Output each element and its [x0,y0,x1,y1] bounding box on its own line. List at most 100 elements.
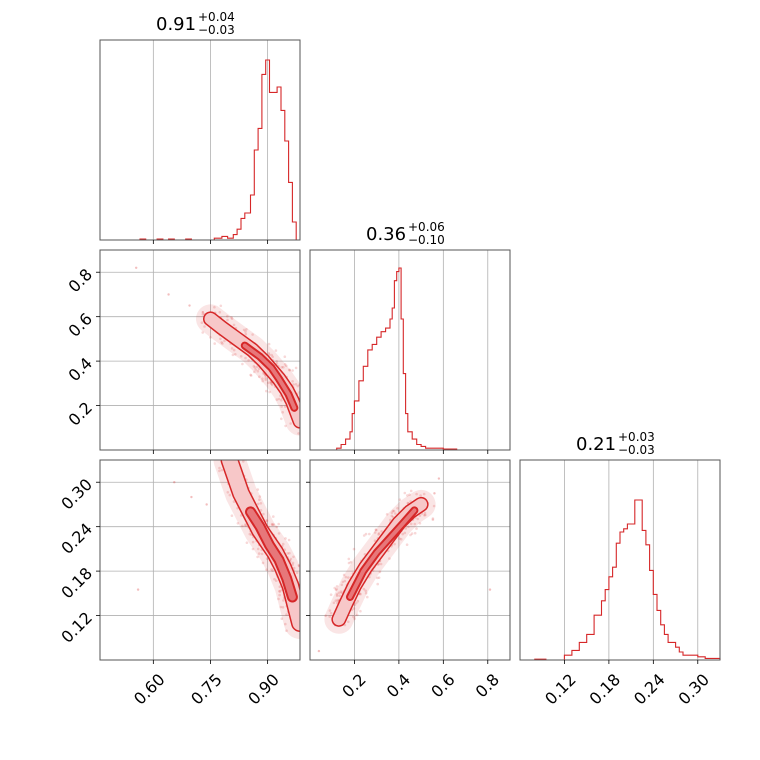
sample-point [213,305,216,309]
sample-point [297,564,300,568]
sample-point [256,555,259,559]
sample-point [302,622,305,625]
sample-point [230,347,234,350]
sample-point [349,560,353,564]
sample-point [270,353,274,357]
sample-point [272,515,275,518]
sample-point [301,597,304,600]
sample-point [280,617,284,620]
contour-core [348,508,417,599]
sample-point [219,337,222,341]
sample-point [265,557,269,560]
sample-point [380,530,383,533]
sample-point [311,609,314,612]
sample-point [409,489,413,493]
sample-point [218,466,221,470]
param-title-minus-1: −0.10 [408,233,445,247]
sample-point [277,397,281,401]
sample-point [302,392,305,395]
sample-point [413,531,417,535]
sample-point [265,519,269,522]
y-tick-label: 0.8 [65,265,96,296]
sample-point [265,389,268,393]
sample-point [274,349,278,352]
sample-point [284,622,287,626]
sample-point [244,330,247,333]
sample-point [285,613,288,616]
sample-point [230,514,234,517]
sample-point [305,427,308,430]
sample-point [392,509,396,513]
sample-point [388,557,391,560]
sample-point [219,304,223,308]
sample-point [385,513,389,516]
sample-point [239,514,243,517]
outlier-point [205,503,208,506]
sample-point [377,576,381,579]
sample-point [302,626,305,629]
sample-point [324,614,327,617]
sample-point [390,511,394,515]
sample-point [226,491,230,494]
sample-point [252,364,256,368]
sample-point [374,528,378,531]
param-title-plus-2: +0.03 [618,430,655,444]
sample-point [396,507,399,510]
sample-point [377,533,380,536]
sample-point [281,542,285,546]
sample-point [201,312,205,316]
sample-point [230,317,234,321]
sample-point [362,534,366,537]
sample-point [391,509,395,513]
sample-point [304,408,307,411]
sample-point [256,369,260,373]
sample-point [281,606,285,609]
density-1-2 [317,477,492,653]
grid-lines [100,460,300,660]
sample-point [423,511,427,515]
sample-point [281,411,285,414]
sample-point [261,377,264,381]
sample-point [377,532,381,535]
sample-point [431,518,435,521]
sample-point [274,579,278,582]
sample-point [294,383,298,386]
sample-point [280,405,283,408]
sample-point [415,527,418,530]
sample-point [275,398,279,401]
sample-point [280,417,283,421]
outlier-point [433,492,436,495]
sample-point [249,373,252,377]
sample-point [304,597,307,600]
x-tick-label: 0.8 [472,670,503,701]
sample-point [398,537,401,540]
sample-point [398,498,402,502]
param-title-2: 0.21 [576,434,616,455]
sample-point [283,355,287,359]
sample-point [218,469,221,473]
sample-point [379,562,383,566]
sample-point [329,611,333,615]
y-tick-label: 0.30 [57,475,96,514]
sample-point [291,561,295,565]
x-tick-label: 0.2 [338,670,369,701]
sample-point [251,333,254,336]
sample-point [255,365,259,369]
outlier-point [190,495,193,499]
sample-point [401,532,405,536]
sample-point [272,523,276,526]
sample-point [394,512,397,515]
sample-point [413,522,417,526]
sample-point [232,348,236,352]
grid-lines [100,250,300,450]
sample-point [407,525,410,529]
sample-point [352,547,356,551]
sample-point [352,615,355,619]
sample-point [264,376,268,380]
grid-lines [354,250,489,450]
sample-point [271,355,275,359]
sample-point [278,585,282,589]
sample-point [288,368,291,372]
sample-point [305,585,308,588]
